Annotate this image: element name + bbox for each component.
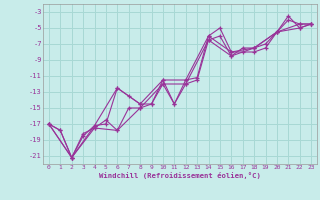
X-axis label: Windchill (Refroidissement éolien,°C): Windchill (Refroidissement éolien,°C)	[99, 172, 261, 179]
